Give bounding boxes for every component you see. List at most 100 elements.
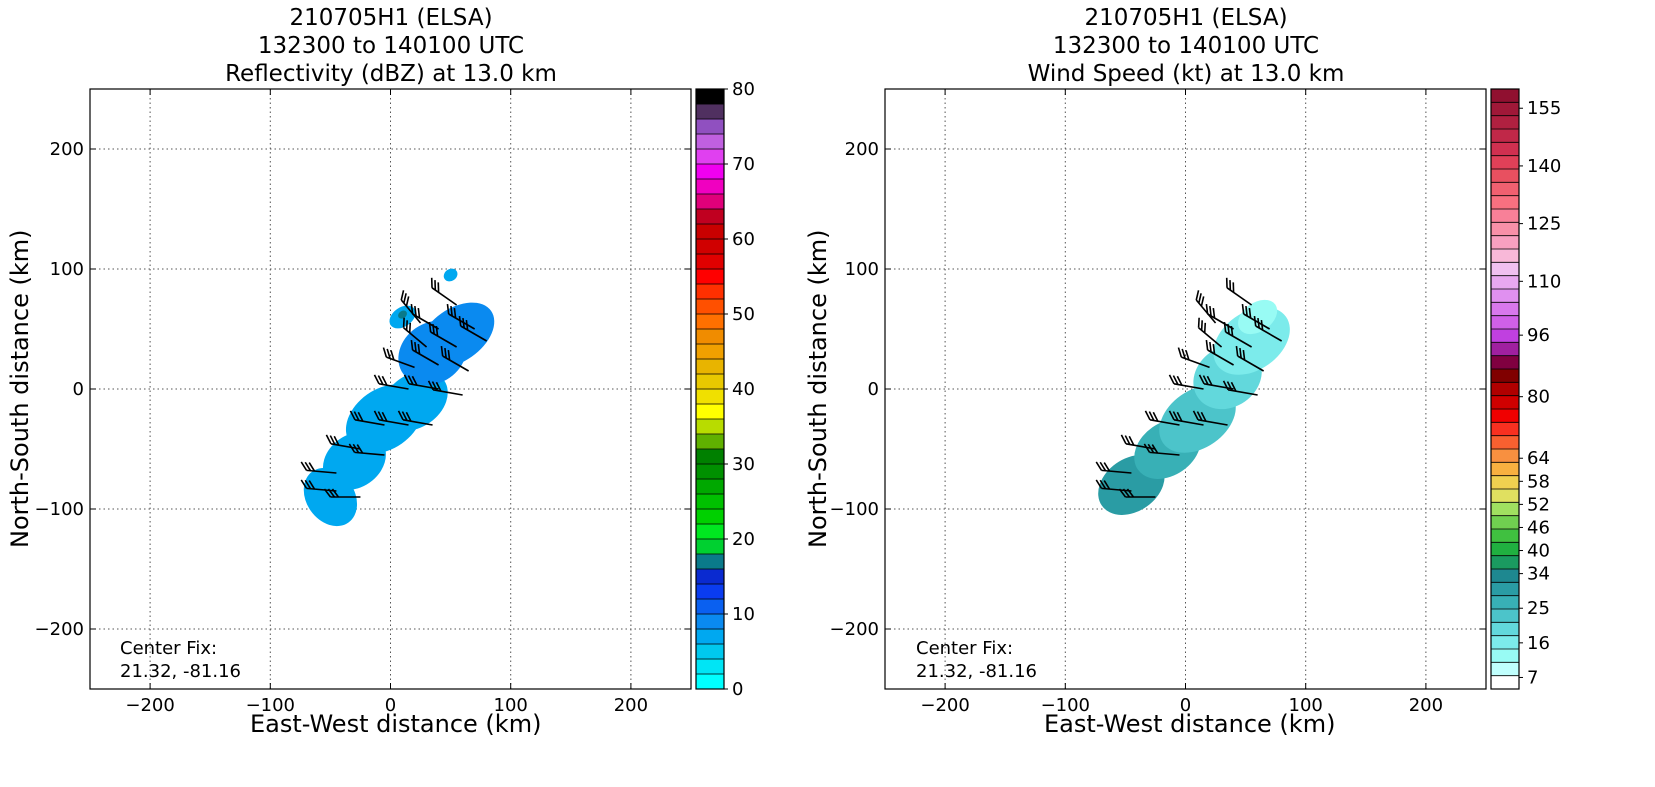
colorbar-bin: [696, 524, 724, 540]
wind-barb-staff: [354, 451, 385, 456]
y-axis-label: North-South distance (km): [6, 229, 34, 549]
wind-barb-flag: [349, 410, 356, 421]
colorbar-tick-label: 40: [732, 379, 755, 400]
colorbar-tick-label: 0: [732, 679, 743, 700]
colorbar-bin: [696, 104, 724, 120]
colorbar-bin: [1491, 435, 1519, 450]
wind-barb-staff: [1207, 349, 1234, 366]
colorbar-bin: [696, 344, 724, 360]
colorbar-bin: [1491, 489, 1519, 503]
colorbar-bin: [696, 239, 724, 255]
wind-barb-flag: [1099, 479, 1107, 490]
colorbar-bin: [696, 194, 724, 210]
wind-barb: [1225, 277, 1253, 306]
data-cell: [398, 310, 407, 319]
wind-barb-staff: [1101, 487, 1132, 492]
wind-barb: [1118, 488, 1156, 498]
colorbar-bin: [696, 209, 724, 225]
wind-barb-staff: [354, 419, 385, 426]
wind-barb: [1253, 315, 1283, 342]
wind-barb-flag: [1147, 443, 1155, 454]
colorbar-bin: [1491, 675, 1519, 690]
wind-barb-flag: [1196, 411, 1203, 421]
x-axis-label: East-West distance (km): [250, 710, 542, 738]
colorbar-bin: [1491, 409, 1519, 423]
wind-barb-flag: [434, 280, 437, 291]
wind-barb: [1205, 339, 1234, 366]
chart-title-line: 210705H1 (ELSA): [1084, 5, 1288, 31]
wind-barb-staff: [1197, 419, 1228, 426]
gridlines: [885, 89, 1486, 689]
center-fix-label: Center Fix:: [120, 638, 218, 659]
wind-barb-flag: [427, 380, 434, 391]
wind-barb-flag: [410, 339, 414, 351]
wind-barb: [1168, 410, 1204, 426]
colorbar-bin: [696, 464, 724, 480]
wind-barb-flag: [1230, 381, 1237, 392]
wind-barb-flag: [1124, 435, 1131, 445]
colorbar-bin: [1491, 422, 1519, 436]
wind-barb-flag: [1176, 375, 1183, 386]
wind-barb-flag: [1203, 322, 1207, 333]
colorbar-bin: [1491, 182, 1519, 196]
colorbar-bin: [696, 539, 724, 555]
wind-barb: [323, 488, 361, 498]
colorbar-bin: [1491, 622, 1519, 636]
wind-barb-flag: [300, 479, 308, 489]
wind-barb-flag: [373, 410, 380, 421]
wind-barb: [458, 315, 488, 342]
colorbar-bin: [696, 359, 724, 375]
colorbar-tick-label: 52: [1527, 494, 1550, 515]
wind-barb-flag: [1257, 317, 1260, 329]
colorbar-tick-label: 25: [1527, 598, 1550, 619]
colorbar-bin: [1491, 222, 1519, 236]
wind-barb: [1197, 317, 1223, 348]
wind-barb-flag: [400, 290, 405, 301]
center-fix-value: 21.32, -81.16: [916, 661, 1037, 682]
colorbar-bin: [696, 119, 724, 135]
wind-barb-staff: [1198, 327, 1223, 348]
wind-barb: [428, 321, 458, 348]
wind-barb-flag: [410, 303, 414, 315]
wind-barb-flag: [1205, 303, 1209, 315]
colorbar-bin: [696, 299, 724, 315]
wind-barb-flag: [1242, 349, 1246, 361]
wind-barb-flag: [1212, 307, 1216, 319]
y-tick-label: −200: [35, 619, 84, 640]
wind-barb-flag: [348, 443, 356, 453]
colorbar-bin: [1491, 595, 1519, 610]
colorbar-tick-label: 125: [1527, 214, 1561, 235]
x-tick-label: 100: [1289, 695, 1323, 716]
wind-barb-flag: [1209, 341, 1212, 353]
wind-barb-staff: [1101, 469, 1132, 474]
wind-barb-flag: [1197, 317, 1200, 328]
wind-barb-flag: [1168, 410, 1175, 421]
wind-barb-flag: [465, 319, 469, 331]
wind-barb: [349, 410, 385, 426]
wind-barb: [1095, 461, 1132, 474]
wind-barb-flag: [403, 293, 407, 304]
wind-barb-flag: [1198, 293, 1202, 304]
wind-barb-flag: [1192, 410, 1199, 421]
data-cell: [443, 268, 458, 282]
wind-barb: [300, 461, 337, 474]
wind-barb: [1195, 290, 1217, 324]
colorbar-bin: [696, 584, 724, 600]
wind-barb-flag: [1120, 434, 1127, 445]
data-field: [1098, 299, 1290, 515]
wind-barb-flag: [430, 277, 433, 288]
wind-barb-flag: [1239, 347, 1242, 359]
wind-barb-staff: [1237, 355, 1265, 372]
wind-barb-flag: [397, 410, 404, 421]
wind-barb-staff: [403, 327, 428, 348]
wind-barb-flag: [1168, 374, 1175, 385]
wind-barb-flag: [447, 349, 451, 361]
colorbar-bin: [1491, 529, 1519, 543]
colorbar-bin: [696, 269, 724, 285]
wind-barb-flag: [308, 480, 316, 490]
wind-barb-flag: [1176, 411, 1183, 422]
colorbar-tick-label: 140: [1527, 156, 1561, 177]
wind-barb: [1168, 374, 1204, 390]
